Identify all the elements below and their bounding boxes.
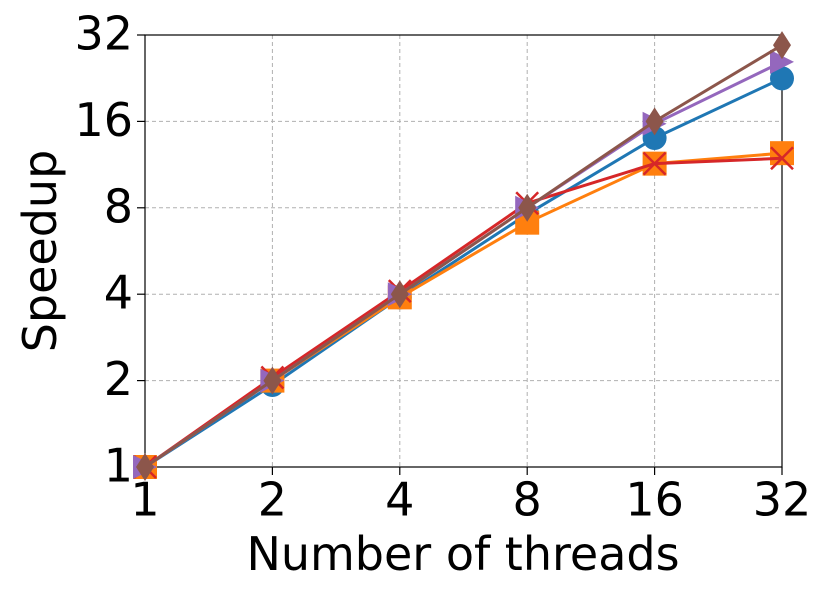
x-tick-label: 2 [258,473,287,527]
marker [390,280,409,309]
series-line [144,151,783,469]
plot-frame [144,34,783,468]
y-axis-label: Speedup [13,150,67,353]
marker [645,107,664,136]
y-tick-label: 4 [104,266,133,320]
marker [642,151,667,176]
series-line [144,156,783,469]
y-tick-label: 2 [104,352,133,406]
marker [263,366,282,395]
series-line [144,43,783,469]
marker [770,146,794,171]
marker [770,49,794,74]
y-tick-label: 8 [104,179,133,233]
y-tick-label: 32 [74,7,133,61]
x-tick-label: 8 [513,473,542,527]
marker [770,141,794,166]
x-tick-label: 4 [385,473,414,527]
x-axis-label: Number of threads [246,527,679,581]
marker [770,66,794,91]
series-line [144,76,783,469]
marker [773,31,791,60]
marker [136,453,154,481]
marker [518,193,537,222]
x-tick-label: 1 [130,473,159,527]
x-tick-label: 16 [625,473,684,527]
y-tick-label: 1 [104,439,133,493]
y-tick-label: 16 [74,93,133,147]
x-tick-label: 32 [753,473,812,527]
